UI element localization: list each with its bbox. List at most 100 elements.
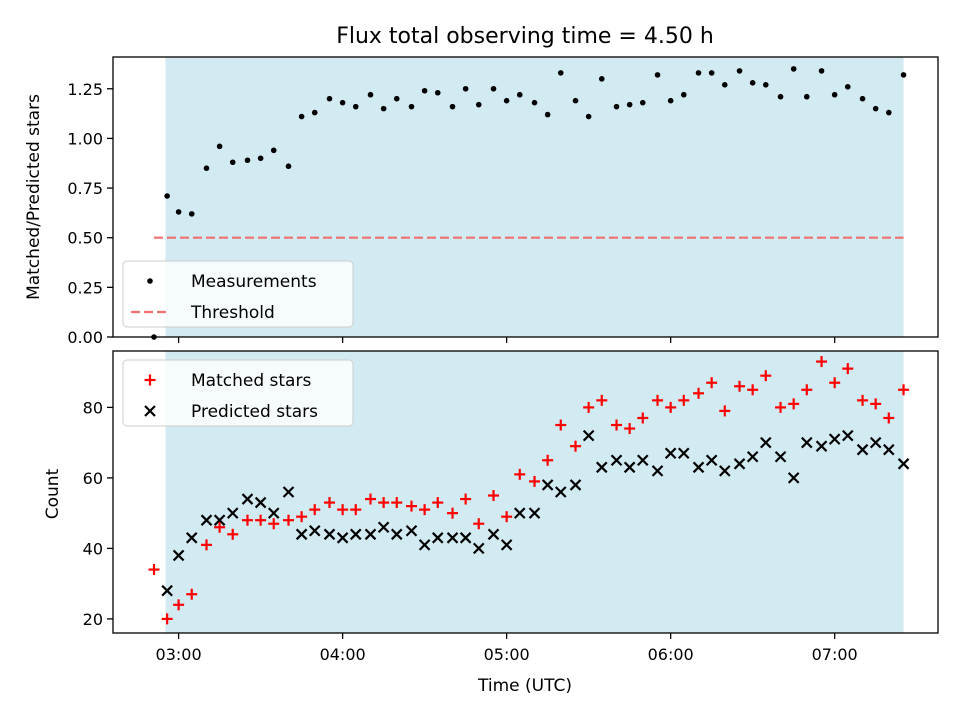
matched-stars-point [706,377,718,389]
predicted-stars-point [172,549,185,562]
predicted-stars-point [719,465,731,477]
predicted-stars-point [513,507,526,519]
flux-ratio-panel: 0.00 0.25 0.50 0.75 1.00 1.25 Measurements Thre… [67,56,939,347]
x-tick-label: 07:00 [812,645,858,664]
legend-box [122,260,354,328]
matched-stars-point [596,394,608,406]
measurements-point [503,97,510,104]
predicted-stars-point [282,486,295,498]
x-stroke-b [226,507,239,519]
matched-stars-point [719,405,731,417]
matched-stars-point [829,377,841,389]
measurements-point [352,103,359,110]
matched-stars-point [432,497,444,509]
matched-stars-point [309,504,321,516]
predicted-stars-point [336,532,349,544]
measurements-point [736,68,743,74]
x-stroke-b [161,584,173,597]
predicted-stars-point [254,496,267,509]
x-stroke-b [308,524,321,537]
x-stroke-b [390,528,403,541]
measurements-point [654,72,661,78]
predicted-stars-point [801,436,813,449]
x-stroke-b [692,461,705,474]
x-stroke-b [610,454,623,467]
x-stroke-b [677,447,690,460]
predicted-stars-point [541,479,554,491]
x-stroke-b [554,486,567,498]
predicted-stars-point [828,433,841,445]
predicted-stars-point [664,447,677,460]
matched-stars-point [665,401,677,413]
matched-stars-point [337,504,349,516]
matched-stars-point [200,539,212,551]
predicted-stars-point [459,532,472,544]
x-stroke-b [472,542,485,555]
predicted-stars-point [377,521,390,534]
measurements-point [544,111,551,118]
x-stroke-b [336,532,349,544]
measurements-point [229,159,236,166]
matched-stars-point [611,419,623,431]
matched-stars-point [241,514,253,526]
y-tick-label: 1.25 [67,80,103,99]
measurements-point [462,85,469,92]
x-stroke-b [282,486,295,498]
legend-label: Measurements [191,272,317,292]
matched-stars-point [268,518,280,530]
x-stroke-b [513,507,526,519]
x-stroke-b [760,436,772,449]
x-stroke-b [856,443,869,456]
measurements-point [626,101,633,108]
legend-box [122,359,354,427]
x-stroke-b [746,450,759,463]
predicted-stars-point [500,539,513,551]
measurements-point [598,76,605,82]
matched-stars-point [542,454,554,466]
predicted-stars-point [418,539,431,551]
matched-stars-point [186,588,198,600]
matched-stars-point [555,419,567,431]
predicted-stars-point [787,472,800,484]
predicted-stars-point [569,479,582,491]
measurements-point [475,101,482,108]
measurements-point [216,143,223,150]
measurements-point [449,103,456,110]
predicted-stars-point [595,461,608,474]
measurements-point [844,83,851,90]
measurements-point [203,165,210,172]
x-stroke-b [787,472,800,484]
legend: Measurements Threshold [122,260,354,328]
axes-frame [112,56,939,338]
x-stroke-b [295,528,308,541]
measurements-point [885,109,892,116]
x-stroke-b [500,539,513,551]
measurements-point [557,70,564,76]
matched-stars-point [488,490,500,502]
predicted-stars-point [692,461,705,474]
legend-swatch-dot [147,278,153,284]
predicted-stars-point [760,436,772,449]
matched-stars-point [870,398,882,410]
predicted-stars-point [431,532,444,544]
matched-stars-point [501,511,513,523]
measurements-point [818,68,825,74]
matched-stars-point [801,384,813,396]
matched-stars-point [447,507,459,519]
legend-label: Threshold [190,303,275,323]
measurements-point [270,147,277,154]
predicted-stars-point [856,443,869,456]
predicted-stars-point [295,528,308,541]
matched-stars-point [734,380,746,392]
matched-stars-point [419,504,431,516]
measurements-point [434,89,441,96]
axes-frame [112,350,939,634]
x-stroke-b [267,507,280,519]
x-stroke-b [569,479,582,491]
matched-stars-point [214,521,226,533]
predicted-stars-point [241,493,254,505]
measurements-point [367,91,374,98]
measurements-point [777,93,784,100]
measurements-point [721,82,728,88]
matched-stars-point [637,412,649,424]
